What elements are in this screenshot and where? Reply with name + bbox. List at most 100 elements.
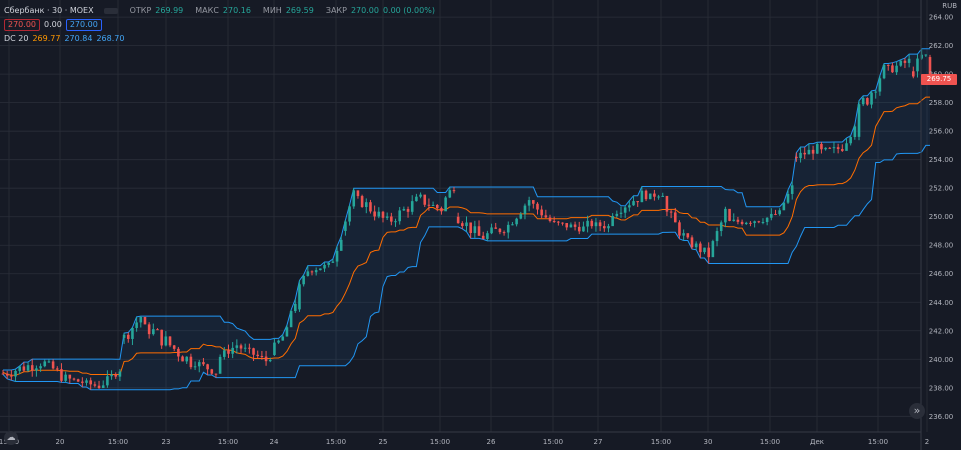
indicator-name: DC 20: [4, 34, 29, 43]
candle-body: [431, 204, 435, 206]
candle-body: [18, 366, 21, 371]
candle-body: [895, 65, 898, 73]
candle-body: [248, 347, 251, 349]
candle-body: [243, 347, 247, 349]
candle-body: [156, 329, 159, 331]
candle-body: [557, 221, 560, 223]
candle-body: [657, 196, 660, 198]
candle-body: [744, 222, 748, 224]
candle-body: [277, 340, 280, 343]
candle-body: [5, 373, 9, 376]
symbol-title[interactable]: Сбербанк · 30 · MOEX: [4, 6, 94, 15]
candle-body: [707, 247, 710, 258]
visibility-toggle-icon[interactable]: [103, 8, 118, 14]
candle-body: [473, 226, 477, 234]
open-label: ОТКР: [129, 6, 152, 15]
candle-body: [623, 207, 627, 213]
time-tick-label: 15:00: [651, 438, 671, 446]
candle-body: [778, 210, 781, 215]
candle-body: [55, 368, 59, 370]
candle-body: [740, 221, 744, 224]
candle-body: [603, 226, 606, 229]
candle-body: [728, 208, 731, 221]
candle-body: [711, 241, 715, 258]
candle-body: [891, 65, 894, 73]
double-chevron-right-icon[interactable]: »: [909, 403, 925, 419]
candle-body: [135, 322, 138, 328]
candlesticks: [1, 48, 932, 390]
candle-body: [653, 193, 656, 197]
candle-body: [853, 126, 857, 137]
candle-body: [469, 222, 472, 234]
candle-body: [101, 385, 105, 389]
time-tick-label: 15:00: [760, 438, 780, 446]
candle-body: [736, 219, 740, 222]
candle-body: [97, 385, 101, 389]
spread-value: 0.00: [44, 20, 62, 29]
candle-body: [72, 378, 76, 380]
candle-body: [803, 152, 807, 155]
candle-body: [795, 156, 798, 159]
candle-body: [749, 222, 752, 224]
cloud-icon[interactable]: ☁: [4, 431, 18, 445]
candle-body: [160, 329, 163, 346]
candle-body: [39, 366, 42, 369]
candle-body: [327, 262, 330, 265]
candle-body: [770, 213, 773, 218]
candle-body: [456, 216, 460, 224]
candle-body: [1, 373, 5, 375]
candle-body: [903, 60, 907, 63]
ask-button[interactable]: 270.00: [65, 19, 102, 31]
time-tick-label: 15:00: [430, 438, 450, 446]
candle-body: [64, 374, 67, 381]
candle-body: [377, 211, 381, 217]
time-tick-label: 26: [487, 438, 496, 446]
candle-body: [866, 98, 869, 105]
time-tick-label: 23: [162, 438, 171, 446]
time-tick-label: 15:00: [218, 438, 238, 446]
candle-body: [886, 64, 890, 66]
candle-body: [106, 376, 109, 386]
bid-button[interactable]: 270.00: [4, 19, 40, 31]
candle-body: [214, 373, 218, 375]
candle-body: [477, 226, 481, 236]
candle-body: [569, 224, 573, 228]
last-price-tag: 269.75: [921, 74, 957, 85]
candle-body: [448, 190, 452, 198]
candle-body: [356, 190, 360, 197]
candle-body: [506, 224, 510, 233]
time-tick-label: 30: [704, 438, 713, 446]
legend-ohlc-row: Сбербанк · 30 · MOEX ОТКР 269.99 МАКС 270.…: [4, 4, 435, 18]
candle-body: [861, 98, 865, 105]
candle-body: [619, 212, 623, 214]
candle-body: [131, 327, 134, 339]
price-tick-label: 236.00: [929, 413, 954, 421]
candle-body: [632, 201, 635, 206]
candle-body: [615, 213, 619, 216]
price-tick-label: 264.00: [929, 14, 954, 22]
candle-body: [302, 275, 305, 285]
candle-body: [323, 264, 326, 269]
legend-quote-row: 270.00 0.00 270.00: [4, 18, 435, 32]
candle-body: [699, 243, 702, 253]
price-tick-label: 246.00: [929, 270, 954, 278]
candle-body: [515, 218, 518, 225]
candle-body: [519, 214, 523, 219]
close-label: ЗАКР: [325, 6, 347, 15]
dc-lower-value: 268.70: [96, 34, 125, 43]
low-value: 269.59: [285, 6, 314, 15]
candle-body: [540, 209, 543, 216]
candle-body: [210, 369, 214, 374]
candle-body: [594, 222, 598, 227]
candle-body: [757, 221, 761, 223]
legend-indicator-row[interactable]: DC 20 269.77 270.84 268.70: [4, 32, 435, 46]
dc-middle-value: 269.77: [32, 34, 61, 43]
candle-body: [582, 226, 585, 232]
candle-body: [452, 190, 456, 192]
time-tick-label: 15:00: [108, 438, 128, 446]
candle-body: [239, 345, 243, 349]
candle-body: [786, 193, 790, 203]
candle-body: [43, 361, 47, 367]
candle-body: [907, 58, 911, 63]
